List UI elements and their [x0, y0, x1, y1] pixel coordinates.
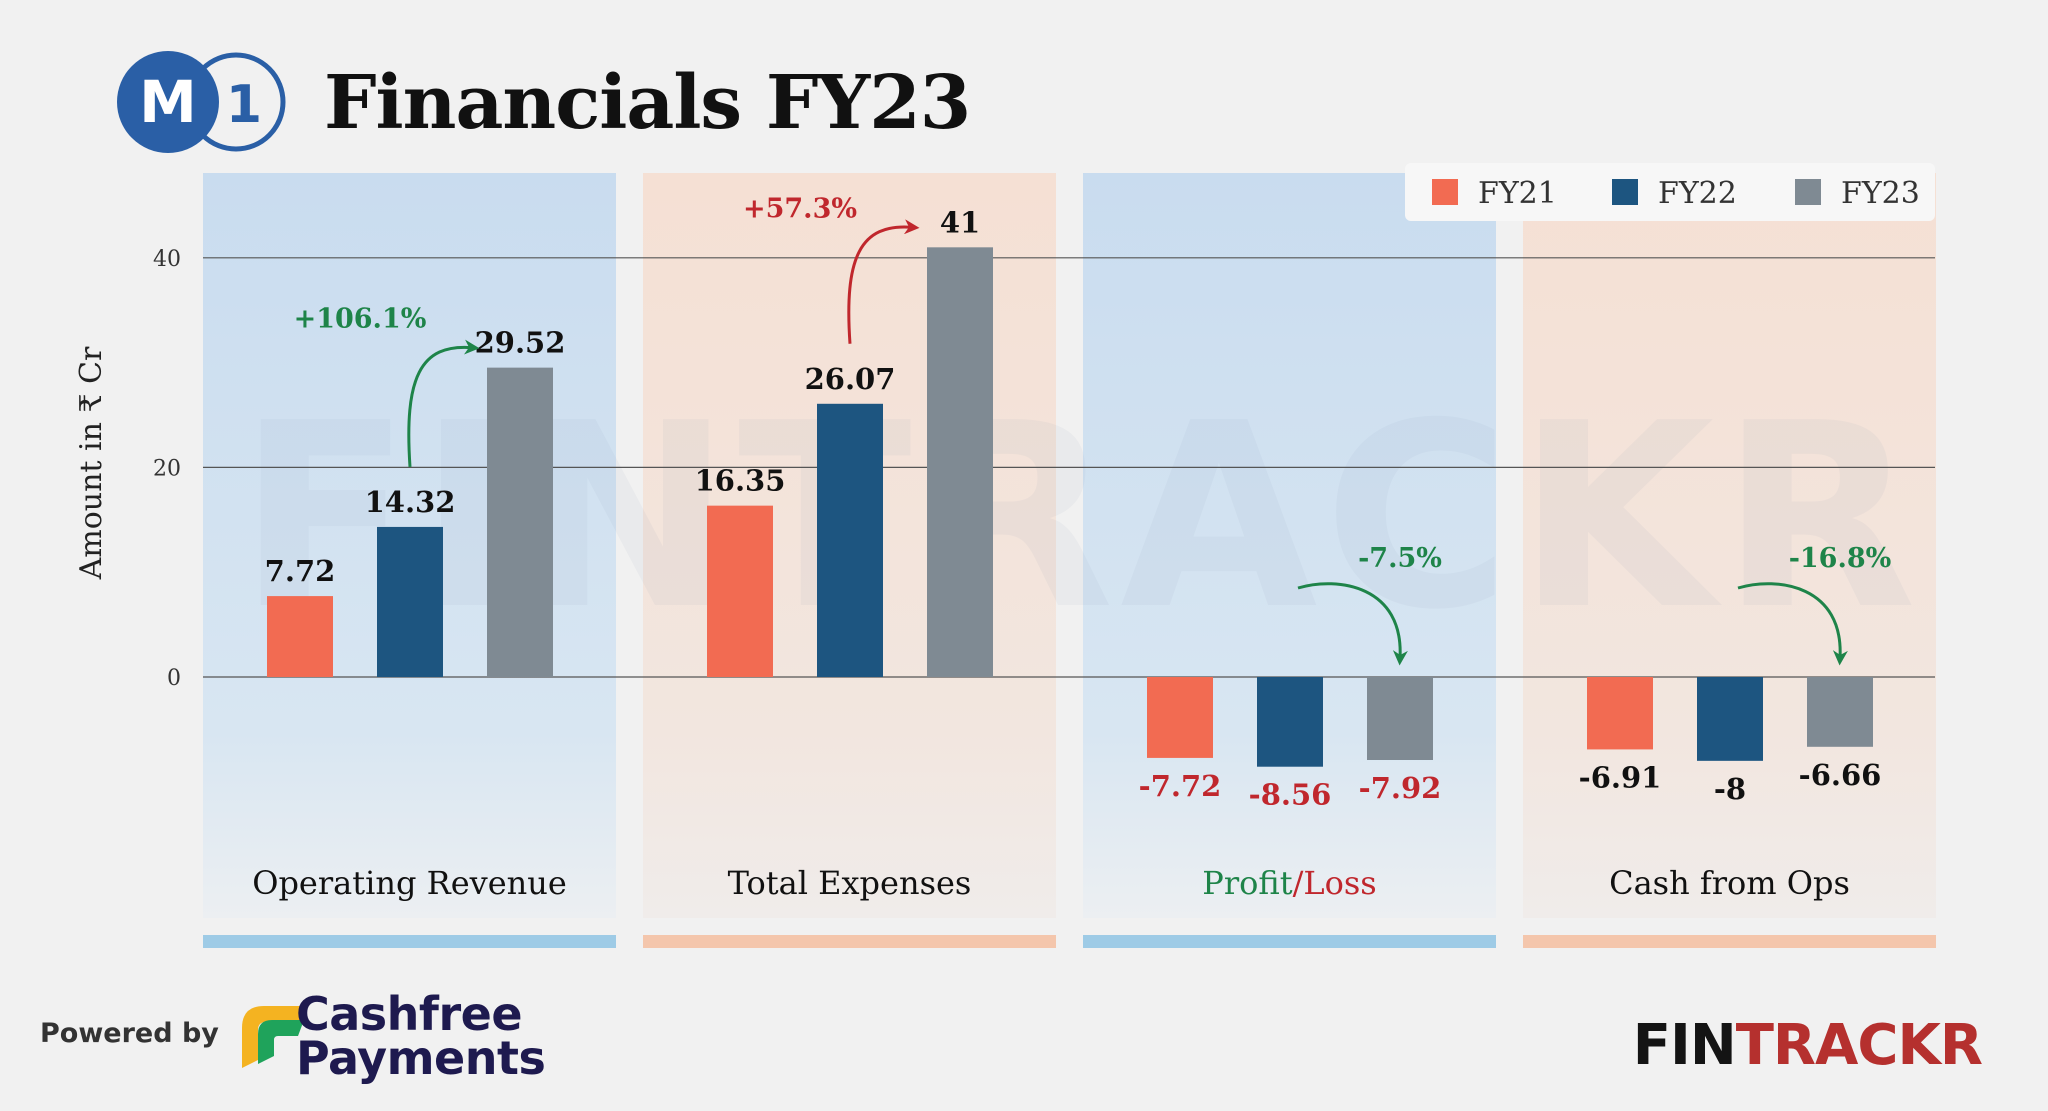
data-label: -8 — [1714, 772, 1746, 806]
bar-fy22 — [1257, 677, 1323, 767]
y-tick-label: 40 — [153, 247, 181, 272]
bar-fy21 — [707, 505, 773, 677]
legend-box — [1405, 163, 1935, 221]
category-label: Operating Revenue — [252, 864, 567, 902]
logo-letter: M — [139, 68, 197, 136]
bar-fy21 — [1587, 677, 1653, 750]
bar-fy23 — [1807, 677, 1873, 747]
category-label-part: Profit — [1202, 864, 1292, 902]
change-label: +57.3% — [743, 193, 857, 224]
category-label: Total Expenses — [728, 864, 972, 902]
y-axis-label: Amount in ₹ Cr — [74, 346, 109, 580]
panel-strip — [1523, 935, 1936, 948]
bar-fy23 — [927, 247, 993, 677]
data-label: 7.72 — [265, 554, 336, 588]
bar-fy23 — [487, 367, 553, 677]
bar-fy21 — [1147, 677, 1213, 758]
category-label-part: / — [1293, 864, 1304, 902]
legend-swatch-fy21 — [1432, 179, 1458, 205]
cashfree-wordmark: Cashfree Payments — [296, 987, 546, 1085]
logo-number: 1 — [226, 75, 262, 135]
bar-fy22 — [1697, 677, 1763, 761]
y-tick-label: 20 — [153, 456, 181, 481]
m1-logo: M 1 — [117, 51, 286, 153]
fintrackr-logo-part-1: FIN — [1632, 1013, 1737, 1078]
data-label: -6.91 — [1579, 760, 1662, 794]
legend-label-fy21: FY21 — [1478, 176, 1557, 211]
data-label: -8.56 — [1249, 778, 1332, 812]
category-label-part: Loss — [1303, 864, 1376, 902]
legend-swatch-fy22 — [1612, 179, 1638, 205]
fintrackr-logo-part-2: TRACKR — [1735, 1013, 1983, 1078]
bar-fy23 — [1367, 677, 1433, 761]
data-label: 14.32 — [365, 485, 456, 519]
legend: FY21 FY22 FY23 — [1405, 163, 1935, 221]
panel-background — [1523, 173, 1936, 918]
cashfree-logo-icon — [242, 1006, 306, 1068]
panel-strip — [203, 935, 616, 948]
cashfree-line-1: Cashfree — [296, 987, 523, 1041]
change-label: -16.8% — [1789, 543, 1892, 574]
y-tick-label: 0 — [167, 666, 181, 691]
fintrackr-logo: FINTRACKR — [1632, 1013, 1983, 1078]
data-label: 26.07 — [805, 362, 896, 396]
change-arrow — [1737, 582, 1848, 666]
powered-by-label: Powered by — [40, 1018, 219, 1049]
change-arrow — [1297, 582, 1408, 666]
data-label: 41 — [940, 205, 980, 239]
change-label: +106.1% — [294, 304, 427, 335]
change-arrow — [407, 339, 480, 468]
change-label: -7.5% — [1358, 543, 1442, 574]
panel-strip — [643, 935, 1056, 948]
data-label: -7.92 — [1359, 771, 1442, 805]
data-label: -6.66 — [1799, 758, 1882, 792]
category-label: Profit/Loss — [1202, 864, 1376, 902]
bar-fy21 — [267, 596, 333, 677]
legend-swatch-fy23 — [1795, 179, 1821, 205]
data-label: -7.72 — [1139, 769, 1222, 803]
bar-fy22 — [377, 526, 443, 677]
data-label: 29.52 — [475, 326, 566, 360]
change-arrow — [847, 219, 920, 344]
panel-background — [1083, 173, 1496, 918]
page-title: Financials FY23 — [324, 60, 971, 146]
label-layer: 7.72 14.32 29.52 Operating Revenue 16.35 26.0… — [252, 205, 1881, 902]
legend-label-fy23: FY23 — [1841, 176, 1920, 211]
change-arrow-layer: +106.1% +57.3% -7.5% -16.8% — [294, 193, 1892, 666]
bar-fy22 — [817, 403, 883, 677]
data-label: 16.35 — [695, 464, 786, 498]
bar-layer — [267, 247, 1873, 767]
category-label: Cash from Ops — [1609, 864, 1850, 902]
legend-label-fy22: FY22 — [1658, 176, 1737, 211]
panel-strip — [1083, 935, 1496, 948]
cashfree-line-2: Payments — [296, 1031, 546, 1085]
